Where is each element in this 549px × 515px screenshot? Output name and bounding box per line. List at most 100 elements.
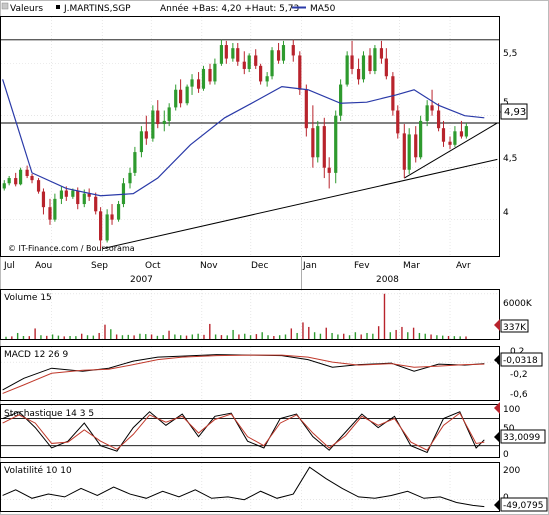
candle-body: [151, 110, 155, 139]
month-label: Mar: [403, 261, 420, 271]
ticker-bullet-icon: [56, 5, 60, 9]
price-tick-label: 4,5: [503, 154, 517, 164]
candle-body: [298, 55, 302, 90]
stochastic-tick-label: 100: [503, 405, 520, 415]
indicator-labels: Volume 15 6000K MACD 12 26 9 0,2 -0,2 -0…: [4, 293, 533, 503]
candle-body: [459, 131, 464, 137]
header: Valeurs J.MARTINS,SGP Année +Bas: 4,20 +…: [1, 2, 336, 14]
price-value-box: [500, 103, 528, 120]
volume-marker-arrow-icon: [494, 319, 500, 331]
candle-body: [236, 48, 240, 62]
stochastic-tick-label: 50: [503, 424, 515, 434]
ticker-label: J.MARTINS,SGP: [63, 4, 131, 14]
candle-body: [196, 79, 201, 89]
macd-signal-line: [2, 354, 485, 394]
candle-body: [339, 84, 343, 116]
candle-body: [356, 68, 361, 80]
candle-body: [291, 45, 295, 56]
volume-tick-label: 6000K: [503, 299, 533, 309]
candle-body: [402, 133, 406, 170]
macd-tick-label: -0,6: [510, 390, 528, 400]
volume-title: Volume 15: [4, 293, 52, 303]
candle-body: [139, 131, 144, 153]
candle-body: [208, 68, 212, 82]
volatility-tick-label: 200: [503, 466, 520, 476]
candle-body: [231, 48, 235, 59]
candle-body: [361, 55, 366, 80]
candle-body: [190, 79, 194, 87]
candle-body: [311, 128, 315, 158]
time-axis: Jul Aou Sep Oct Nov Dec Jan Fev Mar Avr …: [3, 261, 471, 285]
candle-body: [99, 211, 103, 241]
month-label: Jul: [3, 261, 15, 271]
candle-body: [259, 65, 263, 82]
volatility-value-label: -49,0795: [503, 501, 543, 511]
stochastic-marker-arrow-icon: [494, 431, 500, 443]
stochastic-d-line: [2, 412, 485, 451]
candle-body: [2, 183, 6, 189]
candle-body: [25, 169, 29, 176]
macd-line: [2, 354, 485, 391]
candle-body: [71, 190, 75, 197]
candle-body: [144, 131, 148, 139]
candle-body: [7, 178, 11, 184]
year-label: 2007: [130, 275, 153, 285]
candle-body: [94, 196, 98, 212]
volatility-marker-arrow-icon: [494, 499, 500, 511]
macd-value-box: [500, 352, 543, 367]
macd-panel-frame: [0, 346, 500, 401]
candle-body: [224, 45, 228, 59]
macd-tick-label: 0,2: [510, 347, 524, 357]
candle-body: [82, 193, 86, 205]
valeurs-label: Valeurs: [10, 4, 43, 14]
volume-panel-frame: [0, 289, 500, 340]
candle-body: [276, 50, 281, 61]
volume-layer: [1, 293, 499, 339]
candle-body: [213, 63, 217, 82]
candle-body: [174, 89, 178, 108]
volume-value-label: 337K: [503, 323, 527, 333]
candle-body: [270, 50, 274, 77]
candle-body: [116, 204, 121, 220]
menu-icon: [1, 2, 9, 10]
candle-body: [185, 86, 189, 104]
candle-body: [334, 115, 338, 173]
month-label: Oct: [145, 261, 161, 271]
stochastic-layer: [1, 411, 499, 454]
candle-body: [64, 190, 68, 197]
candle-body: [48, 207, 52, 220]
month-label: Aou: [35, 261, 52, 271]
price-layer: [1, 39, 499, 250]
price-tick-label: 5,5: [503, 49, 517, 59]
candle-body: [441, 128, 446, 142]
candle-body: [436, 110, 441, 129]
stochastic-value-label: 33,0099: [503, 433, 540, 443]
candle-body: [53, 198, 57, 220]
month-label: Jan: [302, 261, 317, 271]
range-label: Année +Bas: 4,20 +Haut: 5,73: [160, 3, 299, 14]
stochastic-value-box: [500, 429, 546, 444]
volatility-title: Volatilité 10 10: [4, 465, 72, 476]
candle-body: [167, 107, 171, 121]
macd-tick-label: -0,2: [510, 370, 528, 380]
candle-body: [396, 110, 400, 134]
volatility-panel-frame: [0, 462, 500, 512]
volatility-line: [2, 466, 485, 508]
ma-legend-label: MA50: [310, 4, 336, 14]
candle-body: [327, 167, 331, 173]
candle-body: [133, 152, 137, 173]
candle-body: [391, 76, 395, 111]
candle-body: [373, 48, 377, 72]
month-label: Dec: [251, 261, 268, 271]
stochastic-title: Stochastique 14 3 5: [4, 409, 94, 419]
candle-body: [219, 45, 224, 64]
price-y-axis: 5,5 5 4,5 4: [503, 49, 517, 218]
candle-body: [121, 183, 126, 205]
candle-body: [316, 126, 320, 158]
grid-layer: [51, 17, 451, 511]
candle-body: [14, 178, 18, 185]
candle-body: [419, 120, 423, 158]
